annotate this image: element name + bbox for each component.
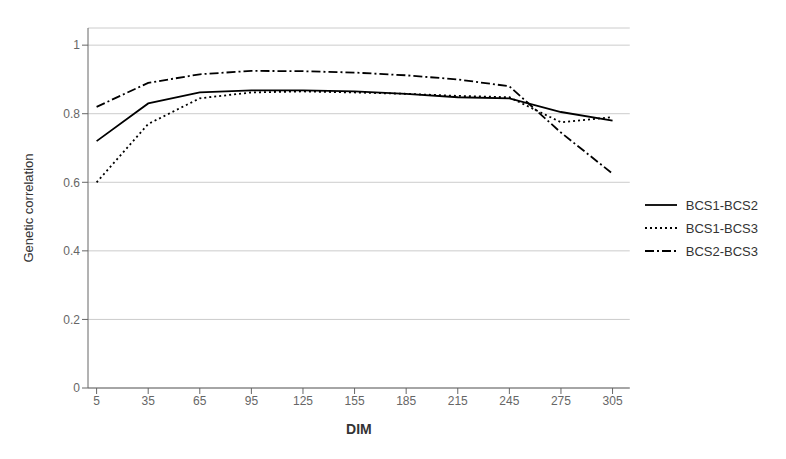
svg-text:275: 275: [551, 394, 571, 408]
svg-text:95: 95: [245, 394, 259, 408]
svg-text:0.4: 0.4: [63, 244, 80, 258]
svg-text:0.6: 0.6: [63, 176, 80, 190]
svg-text:215: 215: [448, 394, 468, 408]
html-text:BCS1-BCS2: BCS1-BCS2: [685, 197, 758, 213]
svg-text:155: 155: [345, 394, 365, 408]
svg-text:185: 185: [396, 394, 416, 408]
svg-text:0.2: 0.2: [63, 313, 80, 327]
svg-text:Genetic correlation: Genetic correlation: [21, 153, 36, 262]
svg-text:0.8: 0.8: [63, 107, 80, 121]
svg-text:65: 65: [193, 394, 207, 408]
html-text:BCS1-BCS3: BCS1-BCS3: [685, 220, 758, 236]
svg-text:5: 5: [93, 394, 100, 408]
svg-text:245: 245: [499, 394, 519, 408]
svg-text:305: 305: [603, 394, 623, 408]
svg-text:125: 125: [293, 394, 313, 408]
svg-text:DIM: DIM: [346, 421, 372, 437]
svg-text:1: 1: [73, 38, 80, 52]
html-text:BCS2-BCS3: BCS2-BCS3: [685, 243, 758, 259]
svg-text:35: 35: [142, 394, 156, 408]
svg-text:0: 0: [73, 381, 80, 395]
